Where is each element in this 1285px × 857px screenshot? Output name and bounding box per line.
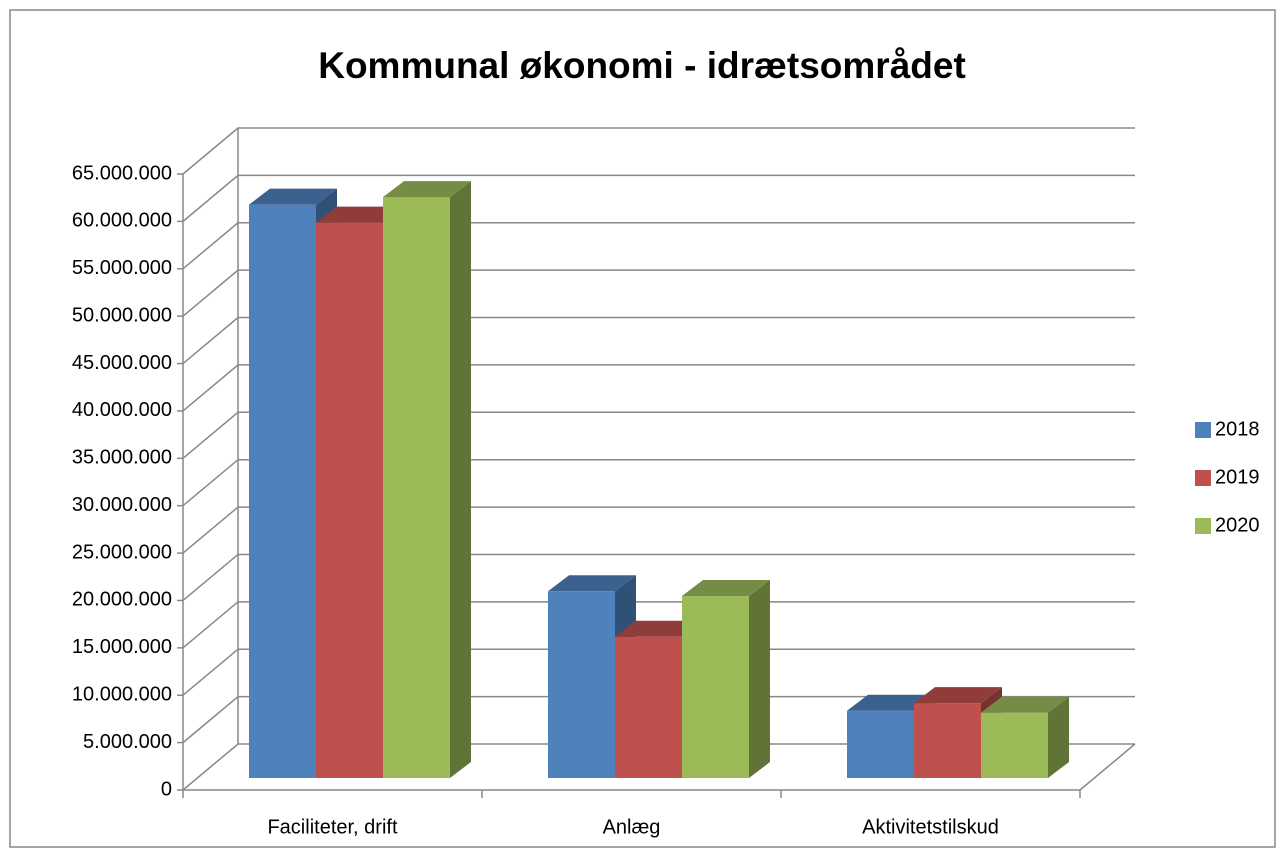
x-tick-label: Aktivitetstilskud	[862, 816, 999, 838]
legend-swatch	[1195, 518, 1211, 534]
chart-title: Kommunal økonomi - idrætsområdet	[318, 45, 966, 86]
bar	[249, 204, 316, 779]
bar-top	[249, 188, 337, 205]
bar	[981, 712, 1048, 778]
y-tick-label: 45.000.000	[72, 352, 172, 374]
grid-line	[182, 648, 1135, 696]
bar-top	[914, 687, 1002, 704]
y-tick-label: 25.000.000	[72, 541, 172, 563]
bar-top	[847, 694, 935, 711]
y-tick-label: 40.000.000	[72, 399, 172, 421]
grid-line	[182, 127, 1135, 175]
legend-swatch	[1195, 422, 1211, 438]
y-tick-label: 0	[161, 778, 172, 800]
bar-top	[682, 580, 770, 597]
y-tick-label: 30.000.000	[72, 494, 172, 516]
y-tick-label: 65.000.000	[72, 162, 172, 184]
bar	[682, 596, 749, 778]
y-tick-label: 55.000.000	[72, 257, 172, 279]
bar	[914, 703, 981, 778]
grid-line	[182, 411, 1135, 459]
legend-label: 2020	[1215, 514, 1260, 536]
y-tick-label: 50.000.000	[72, 304, 172, 326]
bar-top	[383, 181, 471, 198]
bar-top	[316, 206, 404, 223]
grid-line	[182, 316, 1135, 365]
grid-line	[182, 743, 1135, 791]
bar-side	[1048, 696, 1069, 778]
grid-line	[182, 601, 1135, 649]
bar	[316, 222, 383, 778]
bar	[383, 197, 450, 778]
grid-line	[182, 269, 1135, 317]
y-tick-label: 20.000.000	[72, 589, 172, 611]
bar	[847, 710, 914, 778]
grid-line	[182, 695, 1135, 744]
x-tick-label: Anlæg	[603, 816, 661, 838]
legend-label: 2019	[1215, 466, 1260, 488]
bar-top	[615, 620, 703, 637]
y-tick-label: 5.000.000	[83, 731, 172, 753]
y-tick-label: 60.000.000	[72, 210, 172, 232]
bar-top	[548, 575, 636, 592]
y-tick-label: 15.000.000	[72, 636, 172, 658]
y-tick-label: 35.000.000	[72, 447, 172, 469]
grid-line	[182, 174, 1135, 222]
grid-line	[182, 364, 1135, 412]
grid-line	[182, 222, 1135, 270]
x-tick-label: Faciliteter, drift	[267, 816, 397, 838]
bar-top	[981, 696, 1069, 713]
bar-side	[450, 181, 471, 778]
legend-label: 2018	[1215, 418, 1260, 440]
legend-swatch	[1195, 470, 1211, 486]
bar	[615, 636, 682, 778]
grid-line	[182, 553, 1135, 602]
bar-side	[749, 580, 770, 778]
y-tick-label: 10.000.000	[72, 684, 172, 706]
grid-line	[182, 506, 1135, 554]
grid-line	[182, 458, 1135, 507]
bar	[548, 591, 615, 778]
